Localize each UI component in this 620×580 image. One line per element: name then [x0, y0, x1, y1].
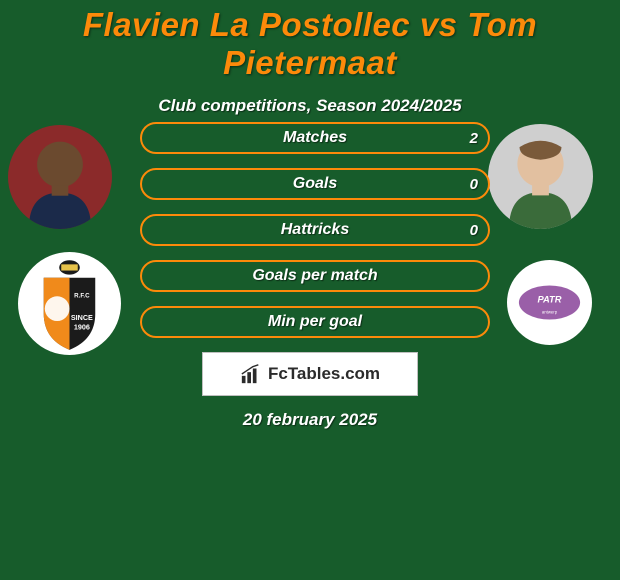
source-logo: FcTables.com	[202, 352, 418, 396]
stat-bar: Min per goal	[140, 306, 490, 338]
stat-bar-label: Hattricks	[142, 221, 488, 239]
date-text: 20 february 2025	[0, 410, 620, 430]
stat-bars: Matches2Goals0Hattricks0Goals per matchM…	[140, 122, 490, 352]
player2-avatar	[488, 124, 593, 229]
svg-text:SINCE: SINCE	[71, 313, 93, 322]
stat-bar-label: Min per goal	[142, 313, 488, 331]
player1-avatar-icon	[8, 125, 112, 229]
stat-bar-right-value: 0	[470, 222, 478, 239]
svg-text:R.F.C: R.F.C	[74, 292, 90, 299]
page-title: Flavien La Postollec vs Tom Pietermaat	[0, 0, 620, 82]
subtitle: Club competitions, Season 2024/2025	[0, 96, 620, 116]
club1-badge: R.F.C SINCE 1906	[18, 252, 121, 355]
stat-bar-label: Goals per match	[142, 267, 488, 285]
logo-text: FcTables.com	[268, 364, 380, 384]
club2-badge: PATR antwerp	[507, 260, 592, 345]
stat-bar: Matches2	[140, 122, 490, 154]
stat-bar: Goals0	[140, 168, 490, 200]
svg-text:PATR: PATR	[537, 295, 561, 305]
barchart-icon	[240, 363, 262, 385]
club2-badge-icon: PATR antwerp	[507, 260, 592, 345]
comparison-card: Flavien La Postollec vs Tom Pietermaat C…	[0, 0, 620, 580]
stat-bar-label: Goals	[142, 175, 488, 193]
svg-text:1906: 1906	[74, 322, 90, 331]
stat-bar-right-value: 0	[470, 176, 478, 193]
stat-bar: Hattricks0	[140, 214, 490, 246]
svg-text:antwerp: antwerp	[542, 310, 558, 315]
player2-avatar-icon	[488, 124, 593, 229]
stat-bar-right-value: 2	[470, 130, 478, 147]
stat-bar-label: Matches	[142, 129, 488, 147]
stat-bar: Goals per match	[140, 260, 490, 292]
player1-avatar	[8, 125, 112, 229]
club1-badge-icon: R.F.C SINCE 1906	[18, 252, 121, 355]
